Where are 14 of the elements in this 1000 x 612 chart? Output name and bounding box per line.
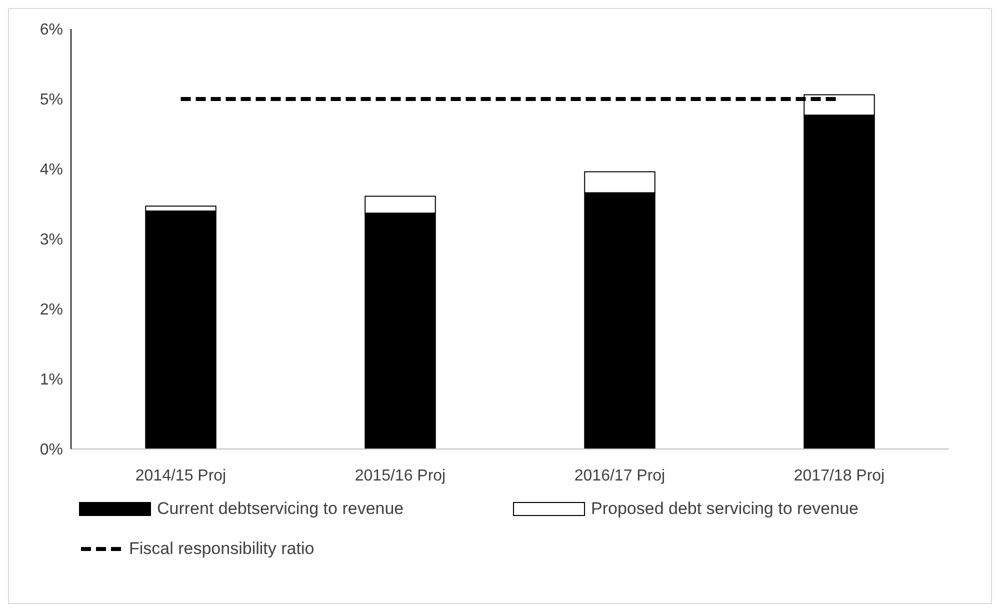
legend-label: Proposed debt servicing to revenue	[591, 499, 858, 519]
y-tick-label: 2%	[40, 302, 63, 319]
legend-label: Fiscal responsibility ratio	[129, 539, 314, 559]
y-tick-label: 5%	[40, 92, 63, 109]
y-tick-label: 4%	[40, 162, 63, 179]
x-tick-label: 2016/17 Proj	[574, 467, 666, 484]
x-tick-label: 2015/16 Proj	[354, 467, 446, 484]
legend-label: Current debtservicing to revenue	[157, 499, 404, 519]
y-tick-label: 6%	[40, 22, 63, 39]
x-tick-label: 2014/15 Proj	[135, 467, 226, 484]
y-tick-label: 0%	[40, 442, 63, 459]
y-tick-label: 3%	[40, 232, 63, 249]
x-tick-label: 2017/18 Proj	[794, 467, 885, 484]
y-tick-label: 1%	[40, 372, 63, 389]
